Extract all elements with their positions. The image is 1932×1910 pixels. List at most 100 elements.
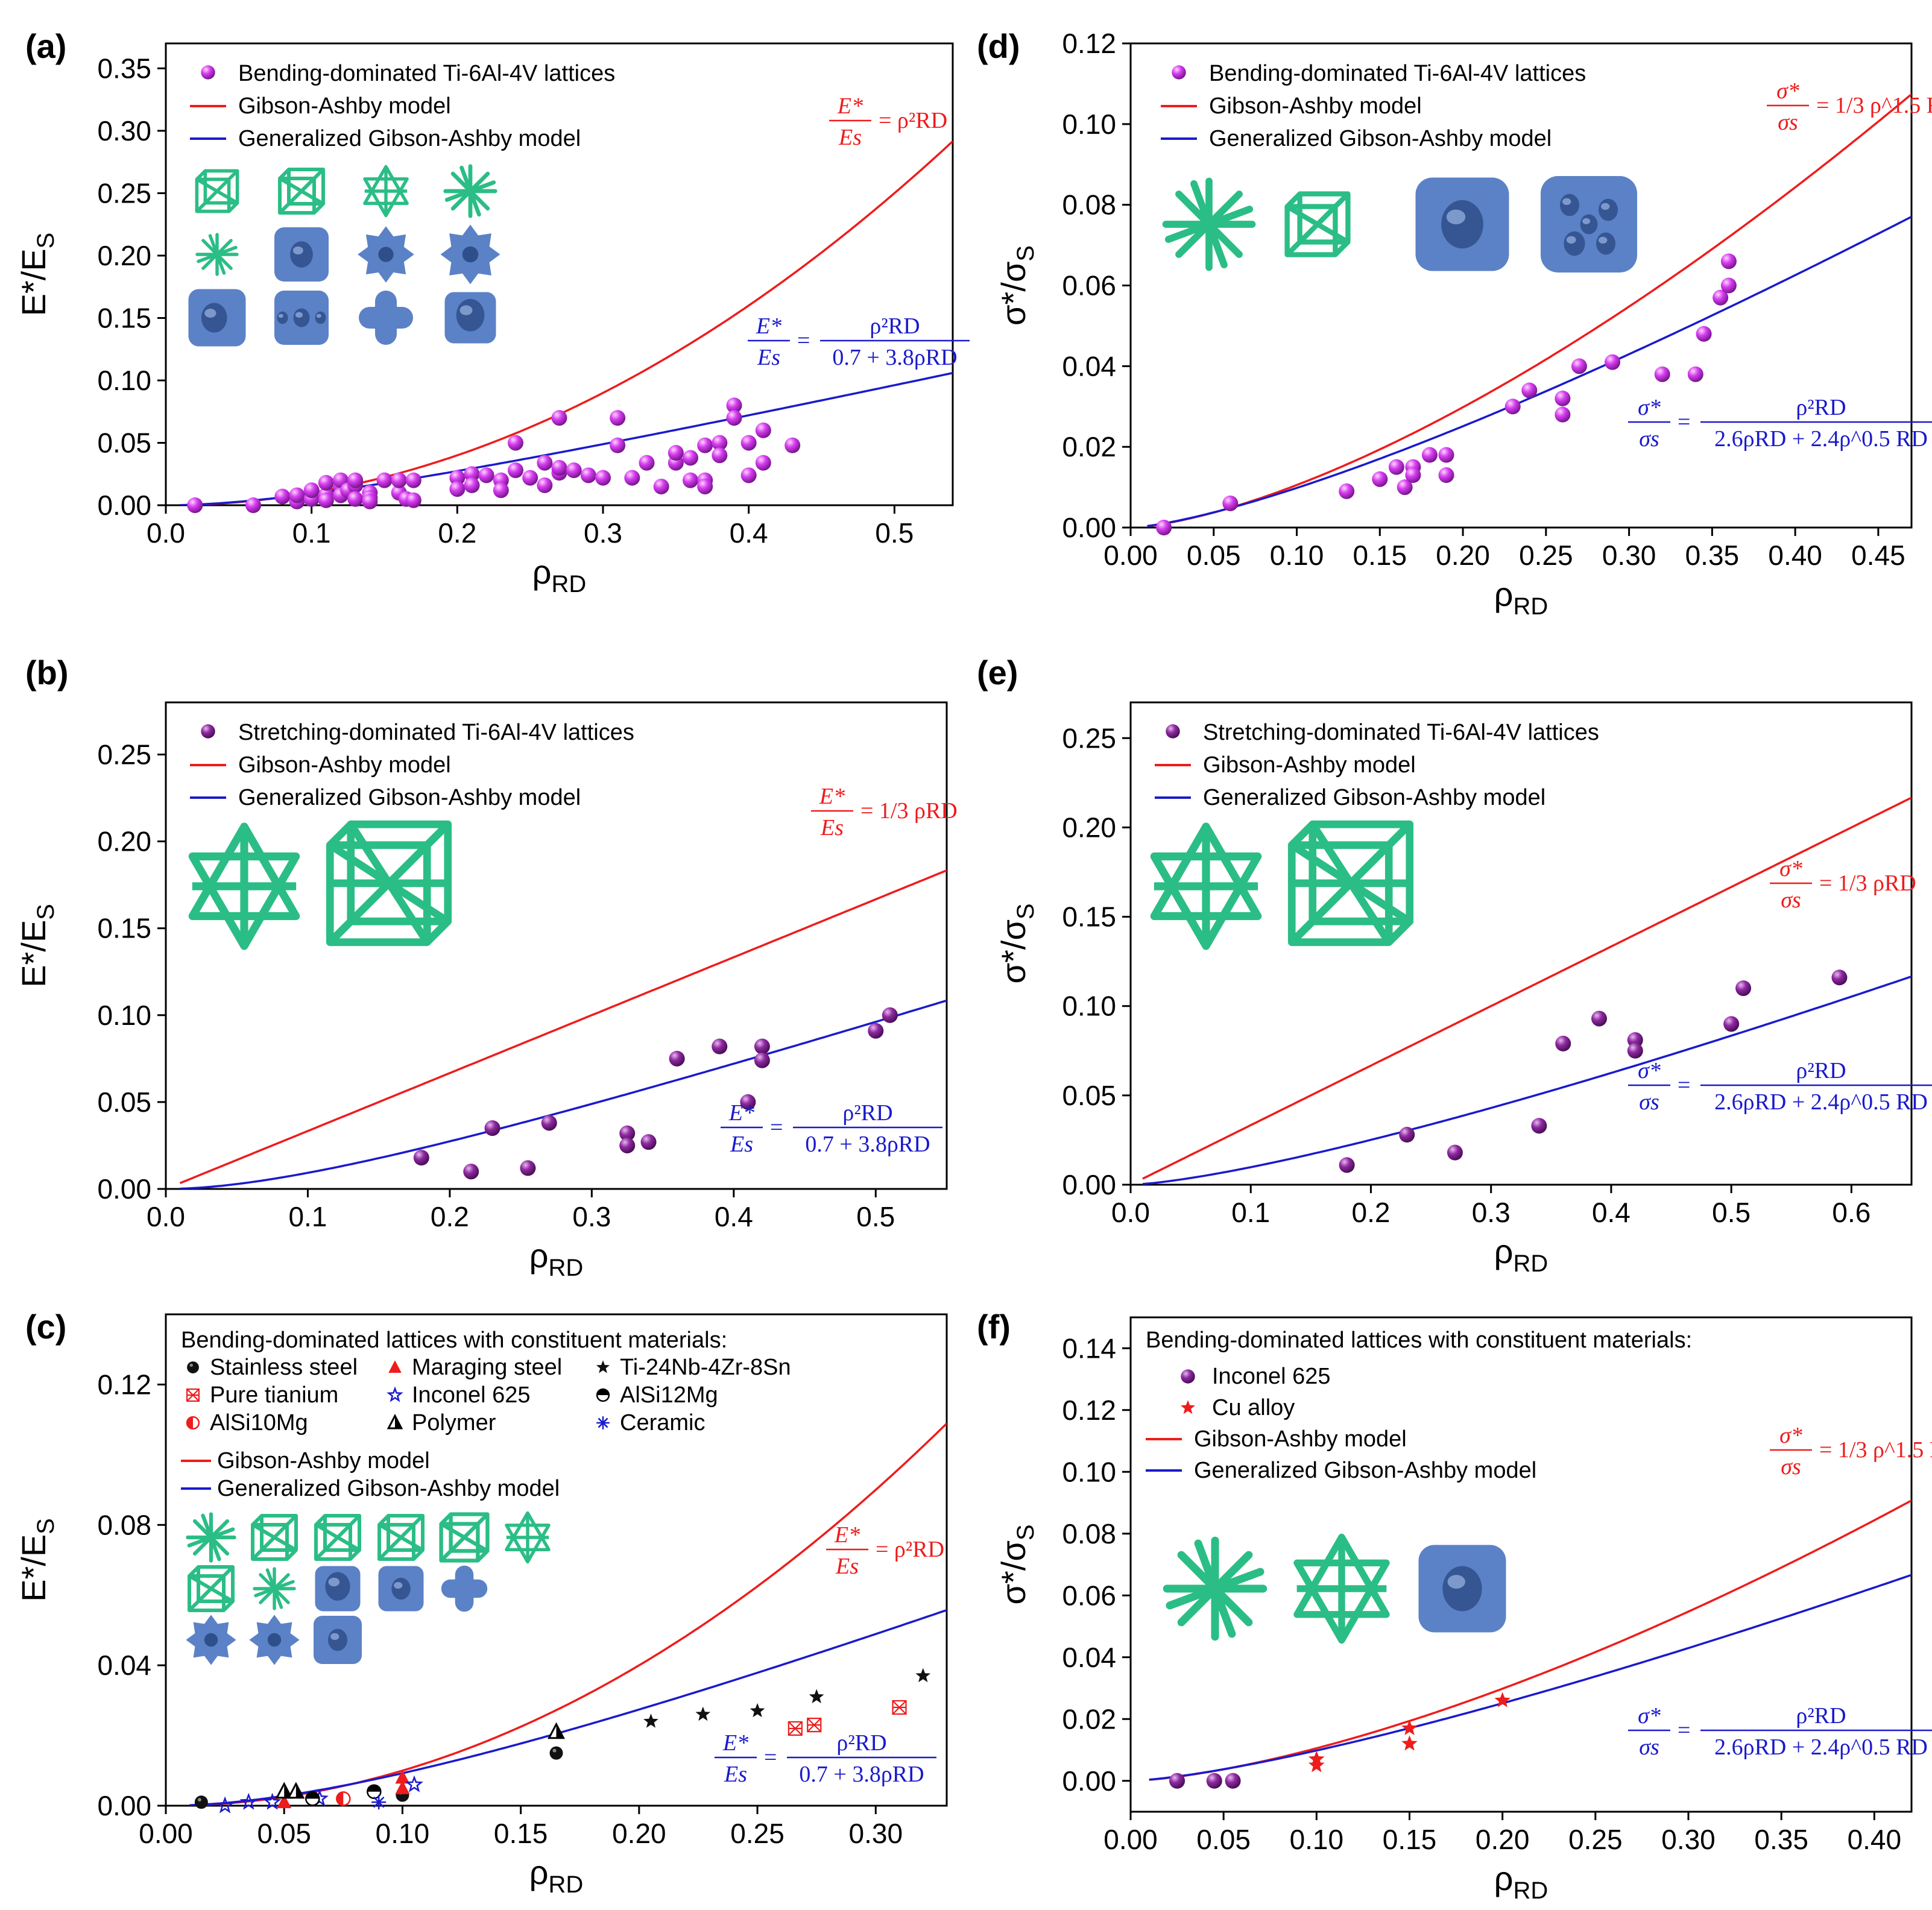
x-tick-label: 0.2 <box>431 1201 469 1232</box>
data-point-shape <box>1399 1127 1415 1143</box>
eq-lhs-denominator: Es <box>724 1762 747 1787</box>
x-tick-label: 0.30 <box>1602 540 1656 571</box>
data-point-inconel-625 <box>263 1792 282 1810</box>
data-point-shape <box>478 467 494 484</box>
data-point-inconel-625-shape <box>1225 1773 1241 1789</box>
panel-c-label: (c) <box>25 1308 66 1346</box>
y-tick-label: 0.14 <box>1062 1332 1116 1364</box>
data-point-shape <box>362 493 378 509</box>
x-tick-label: 0.30 <box>849 1818 903 1849</box>
y-tick-label: 0.05 <box>97 1086 151 1118</box>
x-tick-label: 0.00 <box>1103 1824 1158 1855</box>
panel-b-eq-red: E* Es = 1/3 ρRD <box>811 784 958 840</box>
data-point <box>1687 366 1703 382</box>
x-tick-label: 0.0 <box>147 517 185 549</box>
legend-marker-half <box>597 1389 609 1395</box>
data-point-shape <box>754 1052 770 1068</box>
data-point <box>566 462 582 479</box>
lattice-d-4-hole-2 <box>1564 231 1585 256</box>
chart-panel-a: (a) 0.0 0.1 0.2 0.3 0.4 0.5 0.00 0.05 0.10 0.15 0.2… <box>14 27 970 597</box>
data-point <box>683 450 698 466</box>
data-point-alsi12mg <box>305 1791 320 1806</box>
data-point-inconel-625 <box>1225 1773 1241 1789</box>
y-tick-label: 0.15 <box>97 302 151 333</box>
data-point-cu-alloy <box>1401 1735 1418 1751</box>
lattice-a-8-core <box>462 246 479 263</box>
data-point-shape <box>624 470 640 486</box>
lattice-c-6 <box>505 1511 551 1564</box>
data-point-shape <box>712 1038 728 1054</box>
y-tick-label: 0.20 <box>97 826 151 857</box>
data-point <box>1438 467 1454 484</box>
data-point <box>668 445 684 461</box>
data-point-shape <box>1397 479 1413 496</box>
legend-marker <box>201 65 215 80</box>
y-tick-label: 0.04 <box>1062 1642 1116 1673</box>
eq-lhs-numerator: E* <box>834 1522 860 1548</box>
y-tick-label: 0.25 <box>97 177 151 209</box>
data-point-shape <box>1339 483 1355 499</box>
lattice-e-2-front <box>1287 841 1393 947</box>
lattice-c-7-diagonals <box>188 1574 234 1603</box>
data-point-shape <box>245 497 261 513</box>
x-tick-label: 0.6 <box>1832 1197 1870 1228</box>
data-point <box>537 477 553 493</box>
data-point-cu-alloy-shape <box>1309 1750 1325 1767</box>
data-point-shape <box>740 467 757 484</box>
eq-equals: = <box>1678 1073 1690 1098</box>
eq-lhs-numerator: E* <box>722 1730 748 1756</box>
lattice-a-10-hole-0 <box>293 308 310 327</box>
data-point-shape <box>347 472 364 488</box>
data-point-shape <box>1713 289 1729 306</box>
data-point <box>1696 326 1712 342</box>
data-point-stainless-steel <box>194 1795 208 1809</box>
lattice-c-13 <box>249 1615 300 1665</box>
data-point-cu-alloy <box>1309 1750 1325 1767</box>
data-point-shape <box>1720 253 1737 269</box>
data-point-inconel-625-shape <box>1206 1773 1222 1789</box>
panel-e-x-axis-title: ρRD <box>1494 1232 1548 1277</box>
data-point <box>1339 1157 1355 1173</box>
legend-entry: Stretching-dominated Ti-6Al-4V lattices <box>238 720 634 745</box>
data-point-shape <box>484 1120 500 1136</box>
data-point-shape <box>508 462 523 479</box>
lattice-d-1-strut-5 <box>1164 206 1254 243</box>
y-tick-label: 0.12 <box>1062 1395 1116 1426</box>
data-point <box>318 492 334 508</box>
legend-entry: Stainless steel <box>210 1355 358 1380</box>
lattice-c-5-diagonals <box>440 1522 489 1553</box>
data-point <box>610 410 626 426</box>
lattice-d-3-shine-0 <box>1446 209 1466 225</box>
x-tick-label: 0.45 <box>1851 540 1905 571</box>
panel-a-lattice-images <box>188 164 500 347</box>
lattice-f-3 <box>1418 1545 1506 1633</box>
data-point-polymer <box>287 1782 305 1799</box>
data-point <box>551 410 567 426</box>
data-point <box>1438 447 1454 463</box>
lattice-e-2 <box>1287 820 1414 947</box>
panel-b-plot-frame <box>165 701 948 1190</box>
lattice-c-14-hole-0 <box>328 1628 347 1651</box>
panel-a-data-points <box>187 397 801 513</box>
lattice-d-4-shine-4 <box>1582 218 1591 224</box>
legend-title: Bending-dominated lattices with constitu… <box>181 1328 727 1353</box>
legend-marker <box>596 1360 610 1373</box>
panel-d-y-axis-title: σ*/σS <box>994 245 1039 326</box>
legend-entry: Stretching-dominated Ti-6Al-4V lattices <box>1203 720 1599 745</box>
legend-entry: Inconel 625 <box>1212 1364 1331 1389</box>
data-point-shape <box>551 410 567 426</box>
panel-e-label: (e) <box>977 654 1018 692</box>
legend-marker <box>186 1388 200 1402</box>
panel-a-generalized-gibson-ashby-curve <box>180 371 953 505</box>
lattice-e-2-back <box>1309 820 1414 925</box>
eq-lhs-numerator: σ* <box>1638 395 1661 420</box>
data-point-ti-24nb-4zr-8sn <box>809 1689 824 1704</box>
panel-c-eq-red: E* Es = ρ²RD <box>826 1522 944 1579</box>
panel-b-gibson-ashby-curve <box>179 869 947 1185</box>
lattice-c-8 <box>253 1567 296 1610</box>
data-point-shape <box>1696 326 1712 342</box>
legend-entry: Maraging steel <box>412 1355 562 1380</box>
data-point <box>697 437 713 453</box>
eq-rhs: = 1/3 ρRD <box>860 798 958 824</box>
data-point-shape <box>740 1094 756 1110</box>
